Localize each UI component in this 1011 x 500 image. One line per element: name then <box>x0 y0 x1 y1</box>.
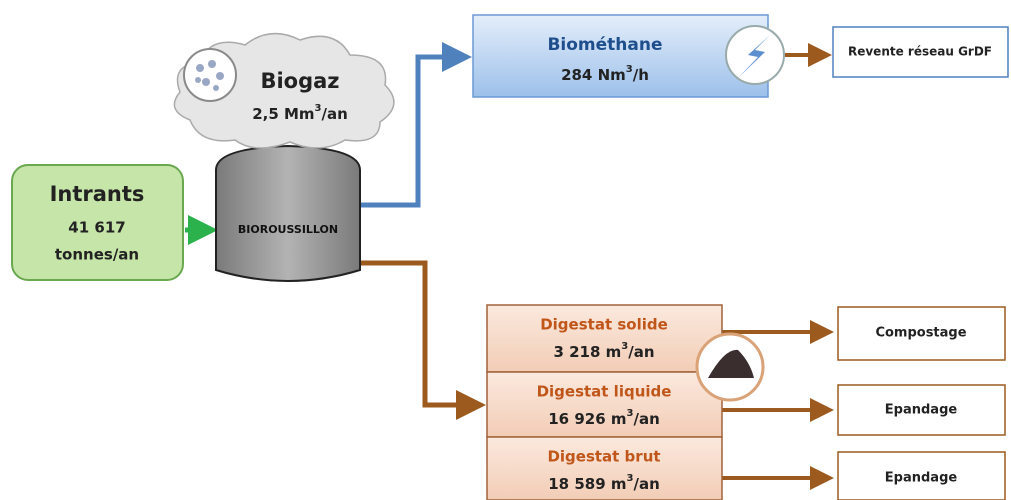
digestat-amount: 3 218 m3/an <box>553 341 654 361</box>
biogaz-amount: 2,5 Mm3/an <box>252 103 348 123</box>
digestat-title: Digestat liquide <box>537 383 672 401</box>
grid-label: Revente réseau GrDF <box>848 45 992 59</box>
unit: /an <box>322 105 348 123</box>
arrow <box>360 263 476 405</box>
intrants-amount: 41 617 <box>68 219 125 237</box>
amount: 3 218 m <box>553 343 621 361</box>
digestat-title: Digestat solide <box>540 316 668 334</box>
sup: 3 <box>627 408 634 419</box>
digestat-amount: 16 926 m3/an <box>548 408 660 428</box>
biomethane-box <box>473 15 768 97</box>
digestat-amount: 18 589 m3/an <box>548 473 660 493</box>
amount: 284 Nm <box>561 66 626 84</box>
sup: 3 <box>315 103 322 114</box>
sup: 3 <box>621 341 628 352</box>
sup: 3 <box>626 64 633 75</box>
unit: /h <box>633 66 649 84</box>
digester-tank <box>216 146 360 281</box>
biogaz-title: Biogaz <box>260 69 339 93</box>
biomethane-amount: 284 Nm3/h <box>561 64 649 84</box>
digester-label: BIOROUSSILLON <box>238 223 338 236</box>
amount: 2,5 Mm <box>252 105 314 123</box>
diagram: Intrants 41 617 tonnes/an BIOROUSSILLON … <box>0 0 1011 500</box>
destination-label: Compostage <box>875 326 966 341</box>
amount: 16 926 m <box>548 410 626 428</box>
unit: /an <box>633 475 659 493</box>
intrants-title: Intrants <box>50 182 145 206</box>
destination-label: Epandage <box>885 471 958 486</box>
unit: /an <box>633 410 659 428</box>
digestat-title: Digestat brut <box>547 448 660 466</box>
amount: 18 589 m <box>548 475 626 493</box>
intrants-unit: tonnes/an <box>55 246 139 264</box>
biomethane-title: Biométhane <box>547 35 662 55</box>
unit: /an <box>628 343 654 361</box>
sup: 3 <box>627 473 634 484</box>
molecule-icon <box>184 49 236 101</box>
destination-label: Epandage <box>885 403 958 418</box>
